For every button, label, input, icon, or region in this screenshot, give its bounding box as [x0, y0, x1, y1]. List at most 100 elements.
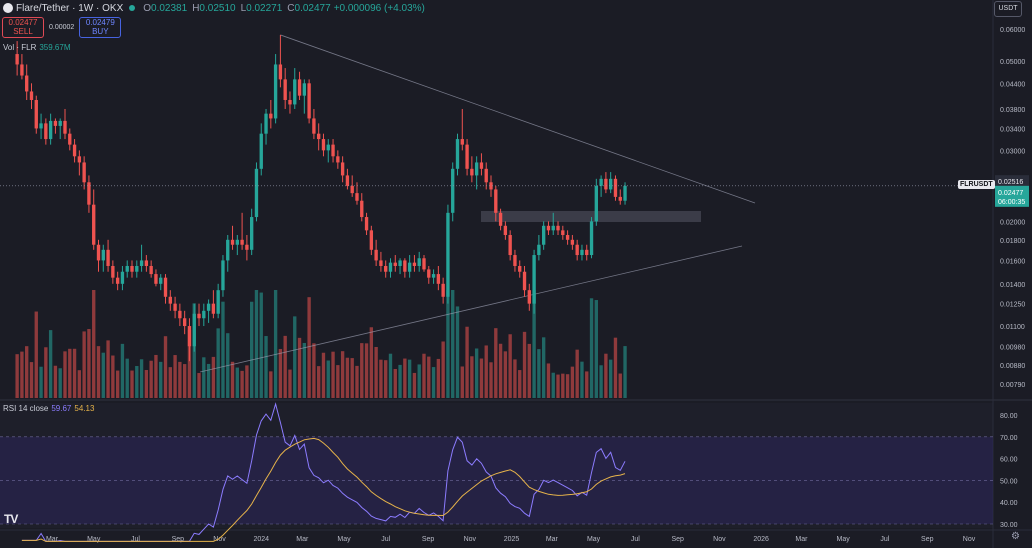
last-price-box [995, 185, 1029, 207]
volume-bar [269, 371, 273, 398]
volume-bar [551, 372, 555, 398]
volume-bar [513, 359, 517, 398]
volume-bar [613, 337, 618, 398]
volume-bar [446, 290, 450, 398]
volume-bar [197, 373, 201, 398]
candle-body [149, 265, 153, 275]
volume-bar [96, 346, 101, 398]
price-tick-label: 0.00880 [1000, 363, 1025, 370]
countdown-label: 06:00:35 [998, 199, 1025, 206]
volume-bar [87, 329, 91, 398]
buy-button[interactable]: 0.02479 BUY [79, 17, 122, 38]
volume-bar [336, 365, 340, 398]
volume-bar [384, 360, 388, 398]
price-tick-label: 0.03000 [1000, 148, 1025, 155]
rsi-band [0, 436, 993, 524]
sell-button[interactable]: 0.02477 SELL [2, 17, 44, 38]
candle-body [68, 133, 72, 145]
candle-body [96, 244, 101, 261]
volume-bar [312, 343, 316, 398]
candle-body [293, 79, 297, 105]
volume-bar [618, 373, 622, 398]
candle-body [63, 120, 67, 134]
candle-body [307, 83, 311, 119]
rsi-legend[interactable]: RSI 14 close 59.67 54.13 [3, 404, 94, 413]
trade-panel: 0.02477 SELL 0.00002 0.02479 BUY [2, 17, 122, 38]
last-price-label: 0.02477 [998, 190, 1023, 197]
high-label: H [192, 2, 200, 14]
candle-body [240, 239, 244, 245]
volume-bar [460, 366, 464, 398]
candle-body [82, 162, 86, 183]
candle-body [551, 225, 555, 231]
candle-body [470, 168, 474, 176]
volume-bar [264, 336, 268, 398]
time-tick-label: 2024 [253, 536, 269, 543]
volume-bar [532, 290, 536, 398]
volume-bar [570, 366, 575, 398]
price-tick-label: 0.03400 [1000, 126, 1025, 133]
volume-bar [77, 370, 82, 398]
time-tick-label: May [837, 536, 851, 543]
candle-body [48, 120, 53, 140]
time-tick-label: 2025 [504, 536, 520, 543]
volume-legend[interactable]: Vol · FLR 359.67M [3, 43, 70, 52]
candle-body [87, 182, 91, 205]
candle-body [139, 260, 144, 266]
tradingview-logo-icon[interactable]: TV [4, 512, 18, 526]
candle-body [326, 144, 330, 151]
time-tick-label: Mar [46, 536, 59, 543]
candle-body [374, 249, 378, 261]
candle-body [589, 221, 594, 256]
currency-button[interactable]: USDT [994, 1, 1022, 17]
volume-bar [63, 351, 67, 398]
volume-bar [479, 358, 484, 398]
candle-body [154, 274, 158, 284]
volume-bar [403, 358, 407, 398]
volume-bar [364, 343, 369, 398]
candle-body [44, 123, 48, 140]
candle-body [580, 249, 584, 256]
gear-icon[interactable]: ⚙ [1011, 531, 1020, 542]
candle-body [336, 156, 340, 163]
volume-bar [355, 365, 359, 398]
candle-body [522, 271, 527, 291]
descending-trendline [280, 34, 756, 204]
candle-body [427, 269, 431, 278]
symbol-title[interactable]: Flare/Tether · 1W · OKX [16, 2, 124, 14]
volume-bar [273, 290, 278, 398]
candle-body [249, 217, 254, 250]
market-open-dot-icon [129, 5, 136, 11]
volume-bar [340, 351, 345, 398]
candle-body [585, 249, 589, 256]
volume-bar [149, 360, 153, 398]
volume-bar [206, 363, 211, 398]
candle-body [460, 139, 464, 145]
volume-bar [135, 366, 139, 398]
candle-body [431, 274, 436, 278]
volume-bar [68, 348, 72, 398]
candle-body [53, 120, 58, 126]
spread-value: 0.00002 [49, 24, 75, 31]
candle-body [173, 303, 177, 311]
high-marker-box [995, 175, 1029, 187]
candle-body [484, 168, 488, 183]
candle-body [58, 120, 62, 126]
volume-bar [235, 367, 239, 398]
candle-body [25, 75, 29, 92]
volume-bar [455, 306, 460, 398]
flare-logo-icon [3, 3, 13, 13]
candle-body [455, 139, 460, 169]
candle-body [422, 258, 426, 270]
high-value: 0.02510 [199, 2, 236, 14]
candle-body [221, 260, 225, 291]
candle-body [350, 185, 354, 194]
volume-bar [489, 362, 493, 398]
volume-bar [53, 365, 58, 398]
volume-bar [417, 364, 421, 398]
symbol-price-tag: FLRUSDT [958, 180, 995, 189]
candle-body [345, 175, 350, 186]
time-tick-label: May [87, 536, 101, 543]
volume-bar [302, 342, 307, 398]
